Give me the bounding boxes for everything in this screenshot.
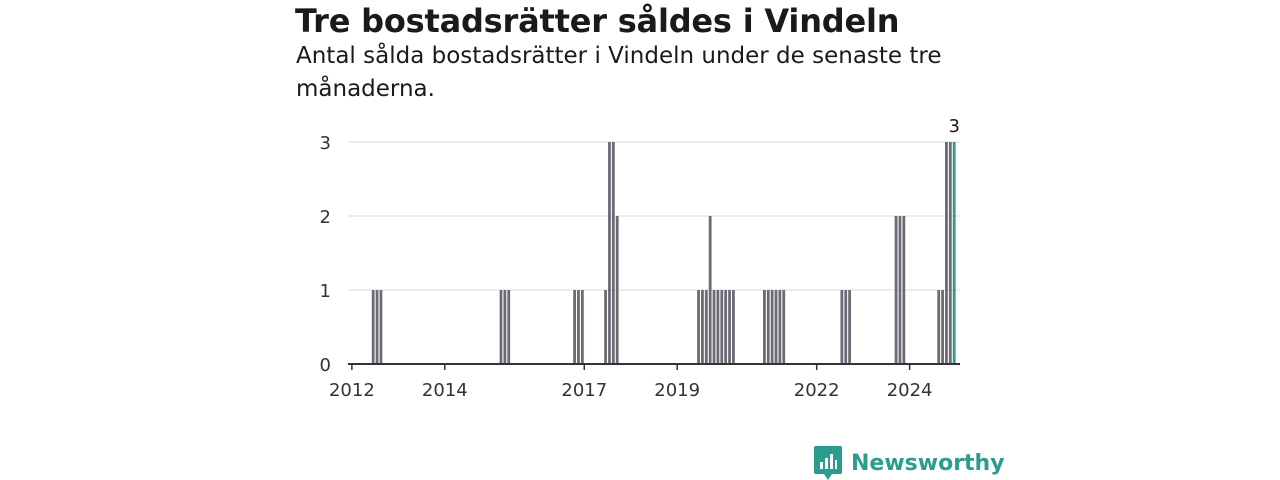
x-tick-label: 2024 bbox=[887, 380, 933, 401]
bar bbox=[732, 290, 735, 364]
bar bbox=[716, 290, 720, 364]
axes bbox=[348, 363, 960, 370]
bar bbox=[580, 290, 584, 364]
bar bbox=[604, 290, 607, 364]
bar bbox=[728, 290, 731, 364]
bar bbox=[778, 290, 782, 364]
x-tick-label: 2017 bbox=[561, 380, 607, 401]
chart-subtitle: Antal sålda bostadsrätter i Vindeln unde… bbox=[296, 43, 942, 102]
chart-title: Tre bostadsrätter såldes i Vindeln bbox=[295, 2, 900, 40]
data-label: 3 bbox=[948, 116, 959, 137]
tick-labels: 0 1 2 3 3 2012 2014 2017 2019 2022 2024 bbox=[320, 116, 960, 401]
bar bbox=[724, 290, 728, 364]
bar bbox=[379, 290, 383, 364]
bar bbox=[697, 290, 700, 364]
bar bbox=[507, 290, 511, 364]
bar bbox=[708, 216, 712, 364]
bar bbox=[573, 290, 576, 364]
bar bbox=[766, 290, 770, 364]
y-tick-label: 1 bbox=[320, 281, 331, 302]
y-tick-label: 3 bbox=[320, 133, 331, 154]
newsworthy-icon bbox=[814, 446, 842, 480]
bar bbox=[503, 290, 507, 364]
bar bbox=[611, 142, 615, 364]
bar bbox=[894, 216, 898, 364]
bar bbox=[945, 142, 948, 364]
bar-chart: 0 1 2 3 3 2012 2014 2017 2019 2022 2024 bbox=[320, 116, 960, 401]
x-tick-label: 2014 bbox=[422, 380, 468, 401]
y-tick-label: 0 bbox=[320, 355, 331, 376]
bar bbox=[941, 290, 944, 364]
bar bbox=[371, 290, 375, 364]
bar bbox=[770, 290, 774, 364]
gridlines bbox=[348, 141, 960, 291]
bar bbox=[615, 216, 619, 364]
bar bbox=[763, 290, 766, 364]
bar bbox=[720, 290, 724, 364]
bar bbox=[577, 290, 580, 364]
x-tick-label: 2022 bbox=[794, 380, 840, 401]
bar bbox=[774, 290, 778, 364]
bars bbox=[371, 142, 956, 364]
brand-name: Newsworthy bbox=[851, 450, 1005, 476]
bar bbox=[844, 290, 848, 364]
bar bbox=[937, 290, 941, 364]
bar bbox=[704, 290, 708, 364]
bar bbox=[952, 142, 956, 364]
bar bbox=[499, 290, 503, 364]
y-tick-label: 2 bbox=[320, 207, 331, 228]
bar bbox=[375, 290, 379, 364]
bar bbox=[898, 216, 902, 364]
bar bbox=[608, 142, 611, 364]
x-tick-label: 2019 bbox=[654, 380, 700, 401]
x-tick-label: 2012 bbox=[329, 380, 375, 401]
newsworthy-logo: Newsworthy bbox=[814, 446, 1005, 480]
bar bbox=[701, 290, 704, 364]
bar bbox=[948, 142, 952, 364]
bar bbox=[782, 290, 786, 364]
bar bbox=[712, 290, 716, 364]
bar bbox=[840, 290, 844, 364]
bar bbox=[902, 216, 906, 364]
bar bbox=[848, 290, 851, 364]
